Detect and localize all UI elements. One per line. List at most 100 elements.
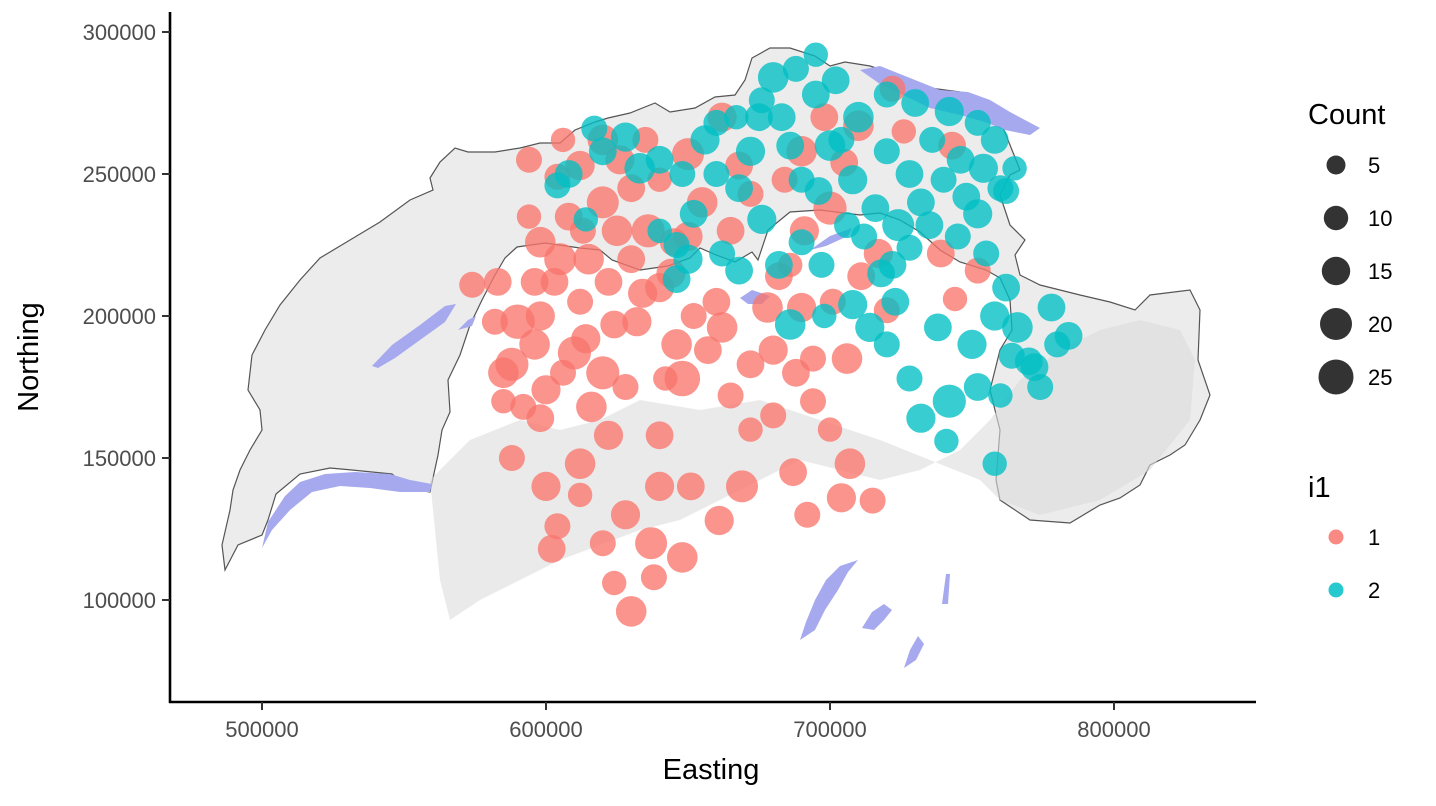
point-group-2-84 xyxy=(812,303,837,329)
point-group-2-87 xyxy=(957,329,987,359)
point-group-2-15 xyxy=(901,89,930,117)
point-group-1-82 xyxy=(738,417,763,442)
point-group-1-110 xyxy=(557,336,592,370)
lake-neuchatel xyxy=(372,304,456,368)
point-group-1-87 xyxy=(593,420,624,450)
y-tick-label: 200000 xyxy=(83,304,156,329)
color-legend-key-1 xyxy=(1328,529,1344,545)
color-legend-label: 1 xyxy=(1368,525,1380,550)
point-group-1-90 xyxy=(537,535,566,563)
point-group-1-98 xyxy=(516,204,542,229)
point-group-2-48 xyxy=(980,301,1010,331)
point-group-2-0 xyxy=(581,115,608,142)
size-legend-label: 10 xyxy=(1368,206,1392,231)
point-group-1-49 xyxy=(834,448,866,480)
point-group-1-80 xyxy=(758,335,788,365)
point-group-1-48 xyxy=(826,483,857,513)
point-group-1-17 xyxy=(694,336,722,364)
point-group-1-8 xyxy=(544,243,577,276)
point-group-1-45 xyxy=(760,402,787,429)
point-group-2-91 xyxy=(851,223,878,250)
point-group-2-79 xyxy=(573,207,598,232)
point-group-1-81 xyxy=(717,382,744,409)
point-group-1-22 xyxy=(601,215,633,247)
lake-maggiore xyxy=(800,560,858,640)
point-group-1-1 xyxy=(481,308,508,335)
point-group-2-43 xyxy=(907,188,935,217)
point-group-1-53 xyxy=(736,350,765,379)
point-group-1-95 xyxy=(661,329,692,360)
point-group-2-90 xyxy=(1020,353,1049,381)
point-group-1-21 xyxy=(617,245,646,274)
point-group-2-32 xyxy=(703,161,730,187)
point-group-1-39 xyxy=(640,564,667,591)
point-group-1-105 xyxy=(810,103,839,132)
lake-biel xyxy=(458,316,476,330)
point-group-2-81 xyxy=(673,244,703,274)
point-group-2-28 xyxy=(788,229,815,256)
point-group-2-37 xyxy=(735,136,766,166)
size-legend-label: 20 xyxy=(1368,312,1392,337)
point-group-1-42 xyxy=(676,472,705,501)
point-group-1-93 xyxy=(589,530,616,557)
point-group-1-83 xyxy=(782,358,810,387)
lake-geneva xyxy=(262,472,432,548)
point-group-2-85 xyxy=(873,331,900,358)
point-group-2-67 xyxy=(895,160,924,188)
point-group-2-30 xyxy=(747,204,777,234)
point-group-1-40 xyxy=(602,570,627,596)
point-group-2-63 xyxy=(774,309,806,340)
point-group-1-63 xyxy=(926,239,955,268)
point-group-1-18 xyxy=(706,312,738,343)
x-axis-title: Easting xyxy=(663,754,760,786)
point-group-2-73 xyxy=(828,126,855,153)
point-group-1-92 xyxy=(645,471,675,501)
point-group-1-3 xyxy=(519,329,550,360)
size-legend-key-25 xyxy=(1318,359,1354,395)
point-group-1-64 xyxy=(942,286,968,312)
y-tick-label: 100000 xyxy=(83,588,156,613)
size-legend-key-15 xyxy=(1321,256,1351,286)
point-group-1-115 xyxy=(540,268,569,296)
point-group-2-62 xyxy=(855,312,885,342)
point-group-2-45 xyxy=(952,182,981,211)
point-group-1-88 xyxy=(645,421,674,450)
point-group-1-34 xyxy=(564,448,596,480)
point-group-1-50 xyxy=(859,487,886,514)
point-group-1-14 xyxy=(622,307,652,337)
lake-lugano xyxy=(862,604,892,630)
point-group-1-52 xyxy=(800,388,826,415)
point-group-2-5 xyxy=(669,161,696,187)
point-group-1-78 xyxy=(831,343,863,374)
color-legend-title: i1 xyxy=(1308,472,1331,504)
point-group-1-24 xyxy=(586,186,619,219)
size-legend-key-20 xyxy=(1320,308,1352,340)
point-group-2-58 xyxy=(934,428,959,454)
point-group-2-13 xyxy=(843,101,874,133)
point-group-2-2 xyxy=(610,122,641,152)
point-group-1-41 xyxy=(615,596,647,627)
point-group-2-24 xyxy=(896,234,923,261)
point-group-2-71 xyxy=(993,178,1020,204)
point-group-2-47 xyxy=(992,273,1020,302)
point-group-1-91 xyxy=(567,482,593,508)
point-group-1-4 xyxy=(531,375,561,405)
lake-iseo xyxy=(942,574,950,604)
point-group-2-61 xyxy=(881,287,910,316)
point-group-2-50 xyxy=(1037,293,1066,322)
point-group-1-11 xyxy=(586,356,620,390)
point-group-1-96 xyxy=(702,287,731,316)
point-group-2-68 xyxy=(919,126,946,153)
point-group-2-31 xyxy=(725,174,753,203)
point-group-2-42 xyxy=(882,209,915,242)
point-group-2-66 xyxy=(873,138,900,165)
point-group-1-102 xyxy=(716,216,745,245)
point-group-2-16 xyxy=(934,96,964,127)
point-group-1-94 xyxy=(628,278,658,308)
point-group-2-59 xyxy=(982,451,1007,476)
point-group-1-113 xyxy=(459,271,486,298)
point-group-2-83 xyxy=(725,256,753,285)
point-group-1-89 xyxy=(498,445,525,471)
point-group-1-109 xyxy=(510,393,537,420)
